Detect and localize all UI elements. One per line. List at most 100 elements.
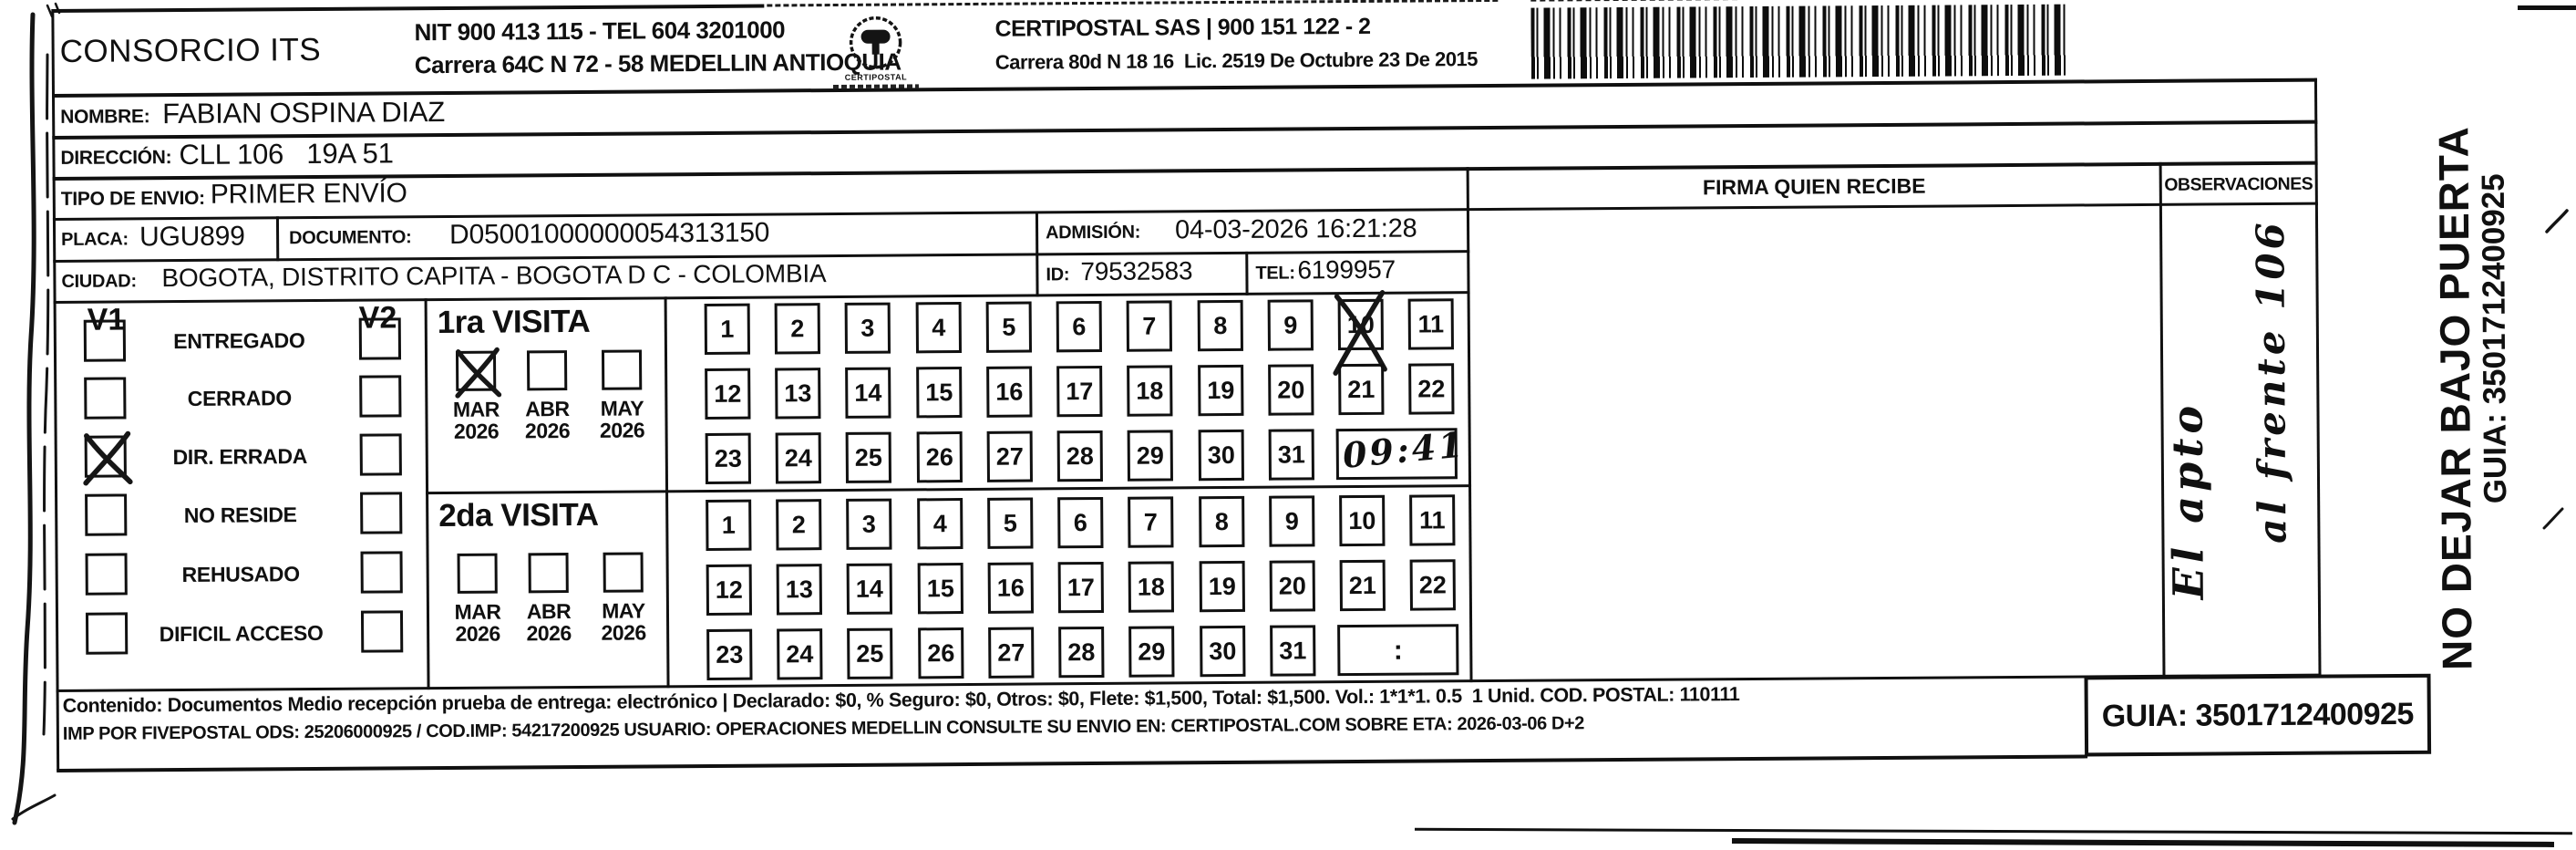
day-box-28-visit2: 28 <box>1058 626 1105 679</box>
checkbox-month-mar-visit2 <box>457 553 498 594</box>
company-info-line1: NIT 900 413 115 - TEL 604 3201000 <box>414 16 786 47</box>
day-box-30-visit2: 30 <box>1200 625 1246 678</box>
status-label: DIR. ERRADA <box>172 444 308 470</box>
month-year: 2026 <box>599 418 645 442</box>
documento-label: DOCUMENTO: <box>289 227 412 249</box>
day-box-28-visit1: 28 <box>1056 430 1103 482</box>
day-box-11-visit2: 11 <box>1409 494 1456 546</box>
visit1-title: 1ra VISITA <box>437 303 591 341</box>
border-top <box>51 4 765 14</box>
day-box-11-visit1: 11 <box>1407 298 1454 350</box>
day-box-29-visit1: 29 <box>1127 430 1173 482</box>
month-year: 2026 <box>601 620 646 645</box>
visit2-day-grid: 1 2 3 4 5 6 7 8 9 10 11 12 13 14 15 16 17 18 19 20 21 22 23 24 2… <box>706 494 1463 682</box>
day-box-9-visit1: 9 <box>1267 299 1314 351</box>
checkbox-v1-dir-errada <box>83 430 133 486</box>
day-box-24-visit1: 24 <box>775 432 821 484</box>
guia-number-box: GUIA: 3501712400925 <box>2084 673 2432 757</box>
day-box-15-visit1: 15 <box>916 367 963 419</box>
month-year: 2026 <box>524 419 571 443</box>
day-box-1-visit1: 1 <box>704 303 751 356</box>
border-h <box>57 754 2088 772</box>
placa-label: PLACA: <box>61 229 129 250</box>
placa-value: UGU899 <box>139 221 245 253</box>
day-box-17-visit2: 17 <box>1057 561 1104 614</box>
status-row-no-reside: NO RESIDE <box>55 492 426 536</box>
time-colon: : <box>1393 635 1403 666</box>
day-box-16-visit2: 16 <box>987 562 1034 614</box>
day-box-13-visit1: 13 <box>775 368 821 420</box>
firma-column-header: FIRMA QUIEN RECIBE <box>1702 173 1926 200</box>
day-box-3-visit2: 3 <box>846 498 892 550</box>
day-box-8-visit2: 8 <box>1199 495 1245 548</box>
checkbox-month-abr-visit1 <box>526 350 568 391</box>
checkbox-v1-no-reside <box>85 493 128 536</box>
day-box-23-visit2: 23 <box>706 628 753 680</box>
month-label: MAR <box>452 397 500 421</box>
checkbox-v2-dificil-acceso <box>360 610 404 653</box>
handwritten-x-mark <box>455 347 502 399</box>
status-row-rehusado: REHUSADO <box>56 551 427 596</box>
day-box-27-visit2: 27 <box>988 627 1035 679</box>
month-label: ABR <box>526 599 572 624</box>
checkbox-v1-entregado <box>83 319 127 362</box>
visit1-months: MAR 2026 ABR 2026 MAY 2026 <box>425 347 665 461</box>
checkbox-v2-dir-errada <box>359 433 402 476</box>
day-box-14-visit2: 14 <box>846 563 892 615</box>
day-box-25-visit2: 25 <box>847 627 893 679</box>
day-box-12-visit2: 12 <box>706 564 753 617</box>
day-box-22-visit2: 22 <box>1409 559 1456 611</box>
handwritten-time: 09:41 <box>1340 423 1468 476</box>
month-item-mar-visit2: MAR 2026 <box>443 553 513 646</box>
checkbox-month-abr-visit2 <box>528 553 569 594</box>
border-v <box>1245 251 1249 295</box>
status-label: DIFICIL ACCESO <box>159 620 324 647</box>
id-label: ID: <box>1046 264 1070 285</box>
day-box-23-visit1: 23 <box>705 432 751 485</box>
checkbox-month-may-visit2 <box>603 552 644 593</box>
day-box-21-visit1: 21 <box>1338 363 1385 416</box>
status-row-dificil-acceso: DIFICIL ACCESO <box>56 610 427 655</box>
border-h <box>51 78 2317 98</box>
day-box-4-visit2: 4 <box>917 498 963 550</box>
day-box-31-visit2: 31 <box>1270 625 1316 677</box>
status-row-entregado: ENTREGADO <box>54 317 425 362</box>
month-year: 2026 <box>453 419 500 443</box>
border-top-dashed <box>767 0 1499 7</box>
border-top-dashed <box>1530 0 2067 2</box>
status-row-dir-errada: DIR. ERRADA <box>55 430 426 486</box>
direccion-value: CLL 106 19A 51 <box>179 137 394 171</box>
tipo-envio-value: PRIMER ENVÍO <box>210 178 407 210</box>
status-row-cerrado: CERRADO <box>54 375 425 420</box>
scan-corner-mark <box>2518 5 2576 10</box>
month-item-abr-visit2: ABR 2026 <box>514 553 584 645</box>
day-box-6-visit1: 6 <box>1056 300 1102 353</box>
next-label-edge-line <box>1731 838 2555 847</box>
documento-value: D05001000000054313150 <box>448 217 770 250</box>
side-note-guia: GUIA: 3501712400925 <box>2475 173 2514 504</box>
checkbox-month-mar-visit1 <box>455 347 502 399</box>
day-box-17-visit1: 17 <box>1056 365 1103 418</box>
ciudad-label: CIUDAD: <box>61 271 137 292</box>
checkbox-v1-dificil-acceso <box>85 612 129 655</box>
certipostal-logo-icon <box>849 16 902 69</box>
month-item-mar-visit1: MAR 2026 <box>441 347 511 443</box>
status-label: ENTREGADO <box>173 328 305 354</box>
day-box-1-visit2: 1 <box>706 499 752 552</box>
status-label: NO RESIDE <box>183 503 297 528</box>
day-box-4-visit1: 4 <box>915 302 963 354</box>
status-label: CERRADO <box>187 386 293 410</box>
day-box-24-visit2: 24 <box>777 628 823 680</box>
border-v <box>1466 167 1473 683</box>
day-box-8-visit1: 8 <box>1197 299 1243 352</box>
time-box-visit1: 09:41 <box>1335 423 1467 481</box>
checkbox-month-may-visit1 <box>601 349 643 390</box>
day-box-2-visit1: 2 <box>774 303 821 355</box>
handwritten-observation-1: El apto <box>2162 400 2213 600</box>
day-box-9-visit2: 9 <box>1269 495 1315 547</box>
visit2-months: MAR 2026 ABR 2026 MAY 2026 <box>427 552 667 663</box>
day-box-19-visit2: 19 <box>1199 560 1245 613</box>
day-box-21-visit2: 21 <box>1339 559 1386 612</box>
day-box-15-visit2: 15 <box>917 563 963 615</box>
